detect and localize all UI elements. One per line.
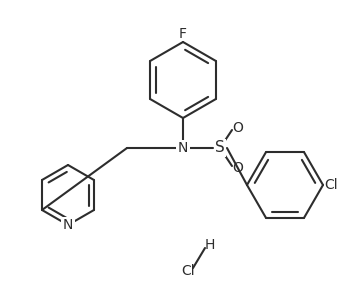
Text: F: F — [179, 27, 187, 41]
Text: N: N — [178, 141, 188, 155]
Text: Cl: Cl — [324, 178, 338, 192]
Text: Cl: Cl — [181, 264, 195, 278]
Text: O: O — [232, 121, 243, 135]
Text: N: N — [63, 218, 73, 232]
Text: H: H — [205, 238, 215, 252]
Text: S: S — [215, 140, 225, 155]
Text: O: O — [232, 161, 243, 175]
